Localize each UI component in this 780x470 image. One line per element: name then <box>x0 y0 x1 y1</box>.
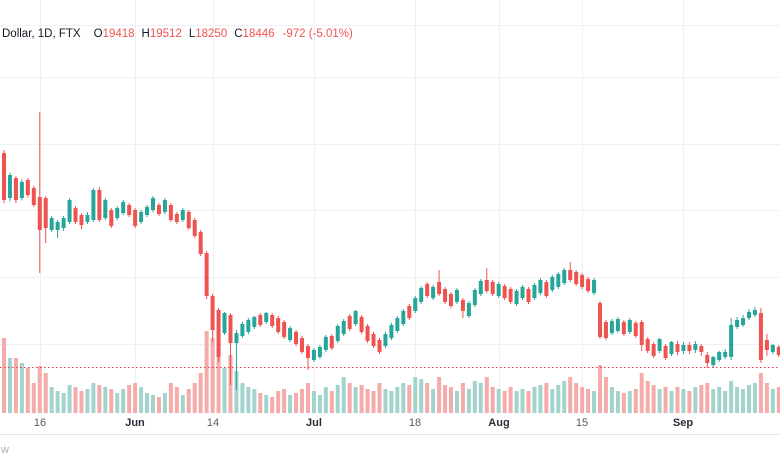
time-axis-label: 18 <box>408 417 422 429</box>
time-axis-label: 16 <box>33 417 47 429</box>
change-value: -972 (-5.01%) <box>282 28 353 40</box>
high-label: H <box>141 28 150 40</box>
low-label: L <box>188 28 196 40</box>
time-axis-label: Sep <box>672 417 694 429</box>
high-value: 19512 <box>149 28 182 40</box>
time-axis-label: Aug <box>488 417 510 429</box>
low-value: 18250 <box>195 28 228 40</box>
open-value: 19418 <box>102 28 135 40</box>
open-label: O <box>93 28 103 40</box>
symbol-title: Dollar, 1D, FTX <box>2 28 81 40</box>
time-axis-label: Jun <box>125 417 145 429</box>
time-axis[interactable]: 16 Jun 14 Jul 18 Aug 15 Sep <box>0 412 780 434</box>
time-axis-label: 14 <box>206 417 220 429</box>
ohlc-legend[interactable]: Dollar, 1D, FTX O19418 H19512 L18250 C18446-… <box>2 28 353 40</box>
time-axis-label: Jul <box>306 417 322 429</box>
time-axis-label: 15 <box>575 417 589 429</box>
close-value: 18446 <box>242 28 275 40</box>
watermark-text-cut: w <box>1 444 9 456</box>
close-label: C <box>234 28 243 40</box>
axis-divider-line <box>0 434 780 435</box>
